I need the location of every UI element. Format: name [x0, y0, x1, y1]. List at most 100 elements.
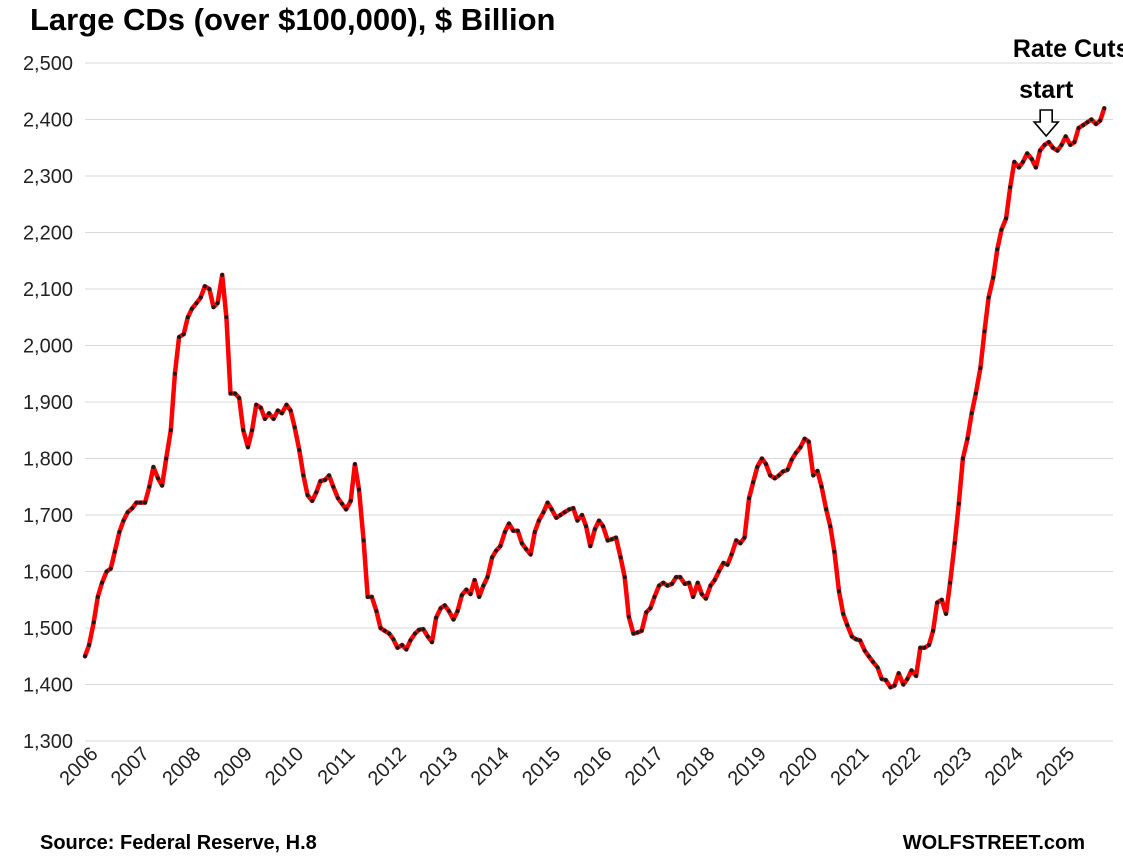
data-point	[271, 416, 276, 421]
data-point	[434, 615, 439, 620]
data-point	[682, 581, 687, 586]
data-point	[250, 428, 255, 433]
data-point	[1046, 140, 1051, 145]
data-point	[862, 648, 867, 653]
data-point	[909, 668, 914, 673]
data-point	[558, 513, 563, 517]
data-point	[601, 524, 606, 529]
data-point	[888, 685, 893, 690]
x-tick-label: 2012	[364, 743, 411, 790]
data-point	[284, 402, 289, 407]
y-tick-label: 2,100	[23, 279, 73, 301]
down-arrow-icon	[1032, 109, 1060, 138]
data-point	[832, 549, 837, 554]
data-point	[446, 609, 451, 613]
data-point	[207, 287, 212, 291]
data-point	[931, 628, 936, 633]
data-point	[584, 524, 589, 529]
x-tick-label: 2022	[878, 743, 925, 790]
data-point	[511, 528, 516, 533]
data-point	[785, 467, 790, 472]
data-point	[793, 450, 798, 455]
data-point	[956, 501, 961, 506]
data-point	[738, 541, 743, 546]
data-point	[1029, 157, 1034, 162]
data-point	[194, 301, 199, 306]
data-point	[747, 496, 752, 501]
data-point	[318, 479, 323, 484]
x-tick-label: 2020	[775, 743, 822, 790]
data-point	[477, 594, 482, 599]
data-point	[687, 580, 691, 585]
data-point	[301, 473, 306, 478]
data-point	[545, 500, 550, 505]
data-point	[969, 411, 974, 416]
data-point	[279, 411, 284, 416]
data-point	[952, 541, 957, 546]
data-point	[442, 603, 447, 608]
data-point	[91, 620, 96, 625]
data-point	[567, 507, 572, 512]
data-point	[618, 555, 623, 560]
data-point	[665, 583, 670, 588]
data-point	[387, 631, 392, 636]
x-tick-label: 2014	[467, 743, 514, 790]
data-point	[661, 580, 666, 585]
x-tick-label: 2017	[621, 743, 668, 790]
data-point	[481, 583, 486, 588]
data-point	[960, 456, 965, 461]
data-point	[914, 674, 919, 678]
data-point	[156, 476, 160, 481]
data-point	[571, 506, 576, 511]
data-point	[519, 541, 524, 546]
data-point	[1098, 118, 1103, 123]
data-point	[725, 562, 730, 567]
data-point	[391, 637, 396, 642]
data-point	[892, 683, 897, 688]
data-point	[1004, 216, 1009, 221]
data-point	[455, 609, 460, 613]
data-point	[905, 676, 910, 681]
data-point	[417, 627, 422, 632]
data-point	[1038, 148, 1042, 153]
data-point	[1025, 151, 1030, 156]
data-point	[712, 578, 717, 582]
y-tick-label: 1,800	[23, 449, 73, 471]
data-point	[430, 640, 434, 645]
data-point	[292, 425, 297, 430]
data-point	[237, 396, 242, 400]
data-point	[918, 645, 923, 650]
y-tick-label: 1,700	[23, 505, 73, 527]
data-point	[536, 518, 541, 523]
data-point	[721, 561, 726, 565]
x-tick-label: 2008	[158, 743, 205, 790]
data-point	[764, 462, 768, 467]
data-point	[344, 507, 349, 512]
data-point	[502, 530, 507, 534]
data-point	[896, 671, 901, 676]
data-point	[532, 530, 537, 534]
data-point	[699, 592, 704, 597]
data-point	[395, 645, 400, 650]
data-point	[1081, 123, 1086, 128]
data-point	[541, 510, 546, 515]
data-point	[228, 391, 233, 396]
data-point	[382, 628, 387, 633]
data-point	[305, 493, 310, 498]
data-point	[327, 473, 332, 478]
data-point	[83, 654, 87, 659]
data-point	[404, 647, 409, 652]
data-point	[635, 630, 640, 635]
data-point	[597, 518, 601, 523]
data-point	[468, 592, 473, 597]
data-point	[323, 478, 327, 482]
y-tick-label: 2,500	[23, 53, 73, 75]
data-point	[1068, 142, 1073, 147]
data-point	[652, 594, 657, 599]
x-tick-label: 2025	[1032, 743, 1079, 790]
x-tick-label: 2018	[672, 743, 719, 790]
data-point	[215, 301, 220, 306]
data-point	[147, 484, 152, 489]
data-point	[121, 518, 126, 523]
data-point	[729, 552, 734, 557]
